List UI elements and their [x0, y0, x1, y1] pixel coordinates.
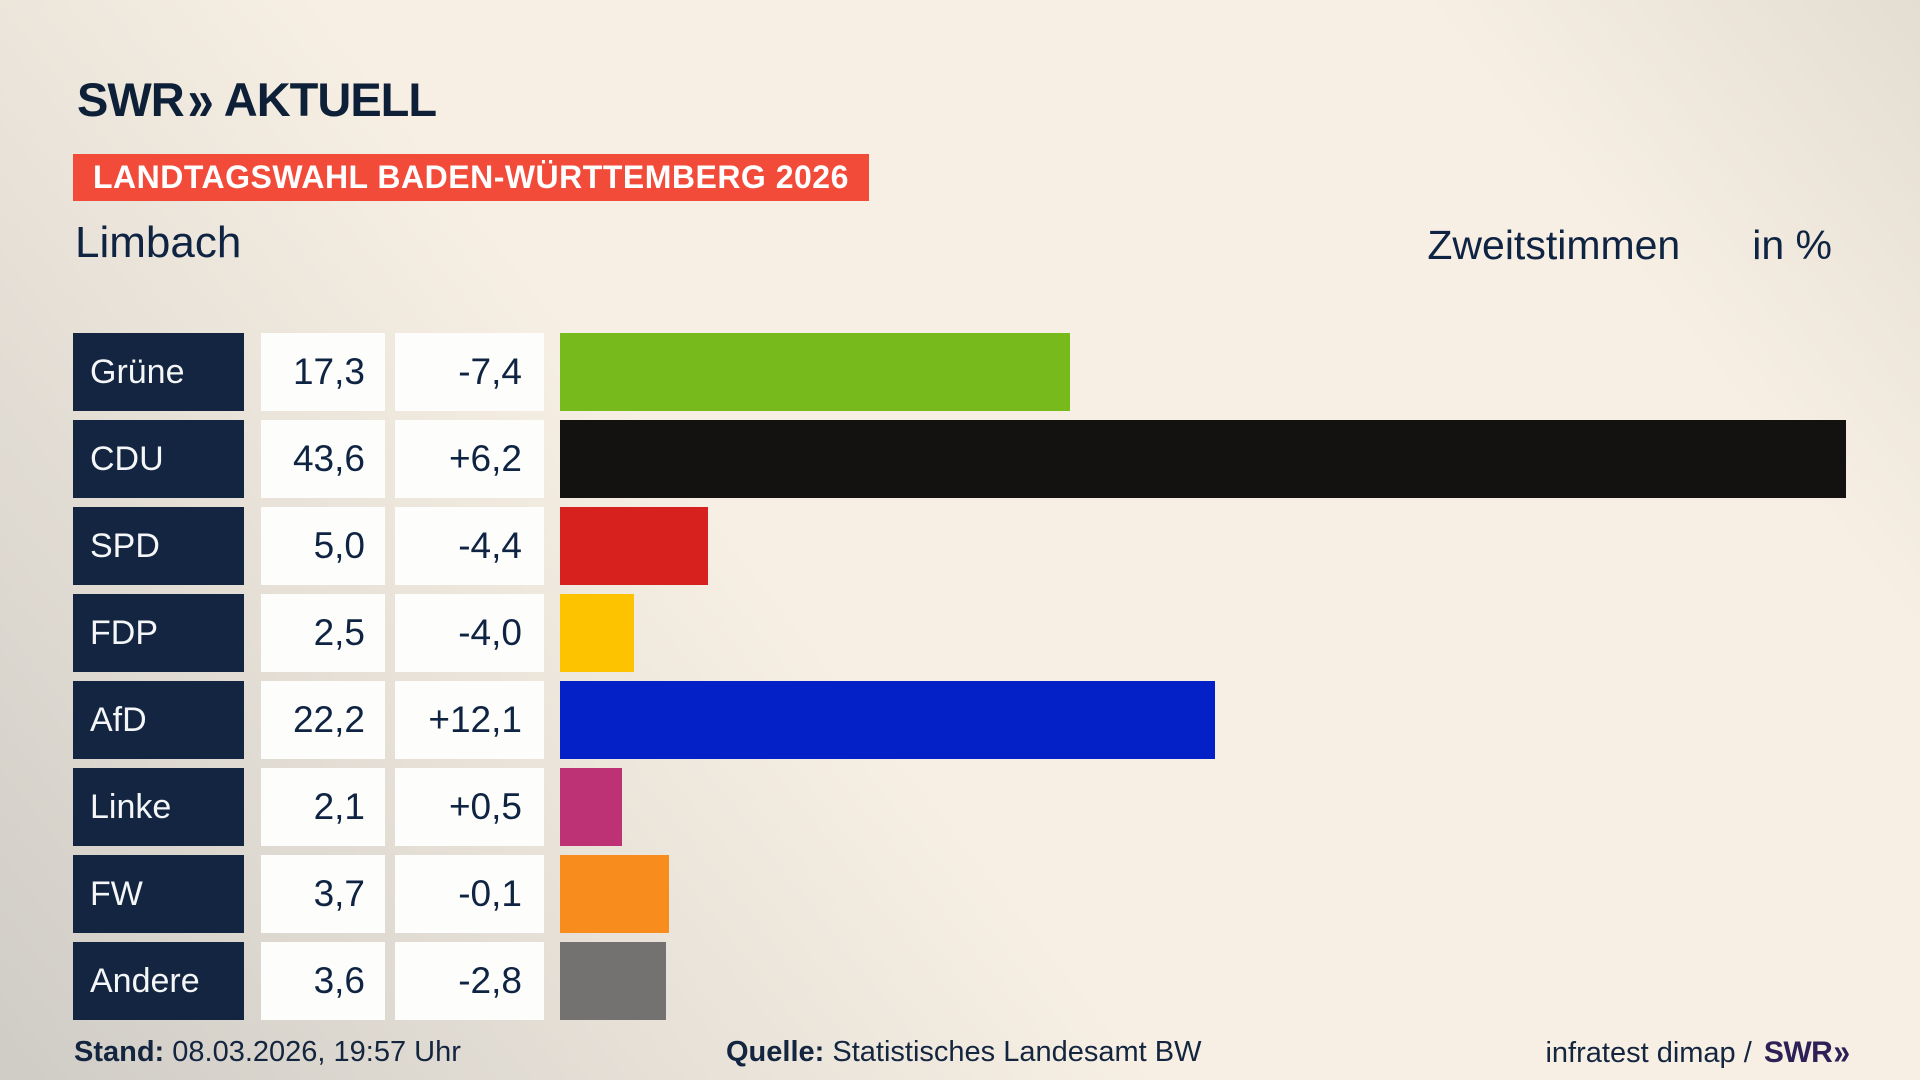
logo-chevrons-icon: » — [187, 66, 214, 133]
party-value: 17,3 — [261, 333, 385, 411]
party-value: 3,7 — [261, 855, 385, 933]
party-bar — [560, 855, 669, 933]
party-change: -2,8 — [395, 942, 544, 1020]
unit-label: in % — [1752, 222, 1832, 268]
party-change: -0,1 — [395, 855, 544, 933]
party-change: -4,4 — [395, 507, 544, 585]
credit-brand-text: SWR — [1763, 1036, 1833, 1069]
party-bar — [560, 507, 708, 585]
party-label: AfD — [73, 681, 244, 759]
swr-aktuell-logo: SWR » AKTUELL — [77, 66, 437, 132]
measure-title: Zweitstimmen in % — [1427, 222, 1832, 269]
source-label: Quelle: — [726, 1036, 825, 1068]
logo-suffix-text: AKTUELL — [223, 73, 437, 126]
party-value: 22,2 — [261, 681, 385, 759]
party-label: FDP — [73, 594, 244, 672]
stand-label: Stand: — [74, 1036, 165, 1068]
party-value: 43,6 — [261, 420, 385, 498]
party-row: SPD 5,0 -4,4 — [0, 507, 1920, 585]
party-change: -4,0 — [395, 594, 544, 672]
party-bar — [560, 768, 622, 846]
party-label: Grüne — [73, 333, 244, 411]
credit-swr-logo: SWR » — [1763, 1033, 1850, 1073]
party-row: FW 3,7 -0,1 — [0, 855, 1920, 933]
party-row: FDP 2,5 -4,0 — [0, 594, 1920, 672]
source-value: Statistisches Landesamt BW — [832, 1036, 1202, 1068]
party-value: 5,0 — [261, 507, 385, 585]
party-change: +0,5 — [395, 768, 544, 846]
party-bar — [560, 942, 666, 1020]
party-label: CDU — [73, 420, 244, 498]
party-row: Grüne 17,3 -7,4 — [0, 333, 1920, 411]
party-value: 3,6 — [261, 942, 385, 1020]
region-title: Limbach — [75, 218, 242, 267]
party-change: -7,4 — [395, 333, 544, 411]
party-value: 2,5 — [261, 594, 385, 672]
stand-timestamp: Stand: 08.03.2026, 19:57 Uhr — [74, 1036, 461, 1069]
chart-rows: Grüne 17,3 -7,4 CDU 43,6 +6,2 SPD 5,0 -4… — [0, 333, 1920, 1020]
credit-note: infratest dimap / SWR » — [1545, 1033, 1850, 1073]
party-bar — [560, 681, 1215, 759]
party-label: Andere — [73, 942, 244, 1020]
source-note: Quelle: Statistisches Landesamt BW — [726, 1036, 1201, 1069]
stand-value: 08.03.2026, 19:57 Uhr — [172, 1036, 461, 1068]
party-label: FW — [73, 855, 244, 933]
election-banner: LANDTAGSWAHL BADEN-WÜRTTEMBERG 2026 — [73, 154, 869, 201]
party-bar — [560, 594, 634, 672]
party-value: 2,1 — [261, 768, 385, 846]
party-label: Linke — [73, 768, 244, 846]
credit-chevrons-icon: » — [1833, 1032, 1850, 1073]
logo-brand-text: SWR — [77, 73, 185, 126]
party-row: Linke 2,1 +0,5 — [0, 768, 1920, 846]
party-row: CDU 43,6 +6,2 — [0, 420, 1920, 498]
party-row: AfD 22,2 +12,1 — [0, 681, 1920, 759]
party-bar — [560, 333, 1070, 411]
party-label: SPD — [73, 507, 244, 585]
party-change: +6,2 — [395, 420, 544, 498]
party-bar — [560, 420, 1846, 498]
party-change: +12,1 — [395, 681, 544, 759]
credit-text: infratest dimap / — [1545, 1036, 1752, 1069]
party-row: Andere 3,6 -2,8 — [0, 942, 1920, 1020]
measure-label: Zweitstimmen — [1427, 222, 1681, 268]
